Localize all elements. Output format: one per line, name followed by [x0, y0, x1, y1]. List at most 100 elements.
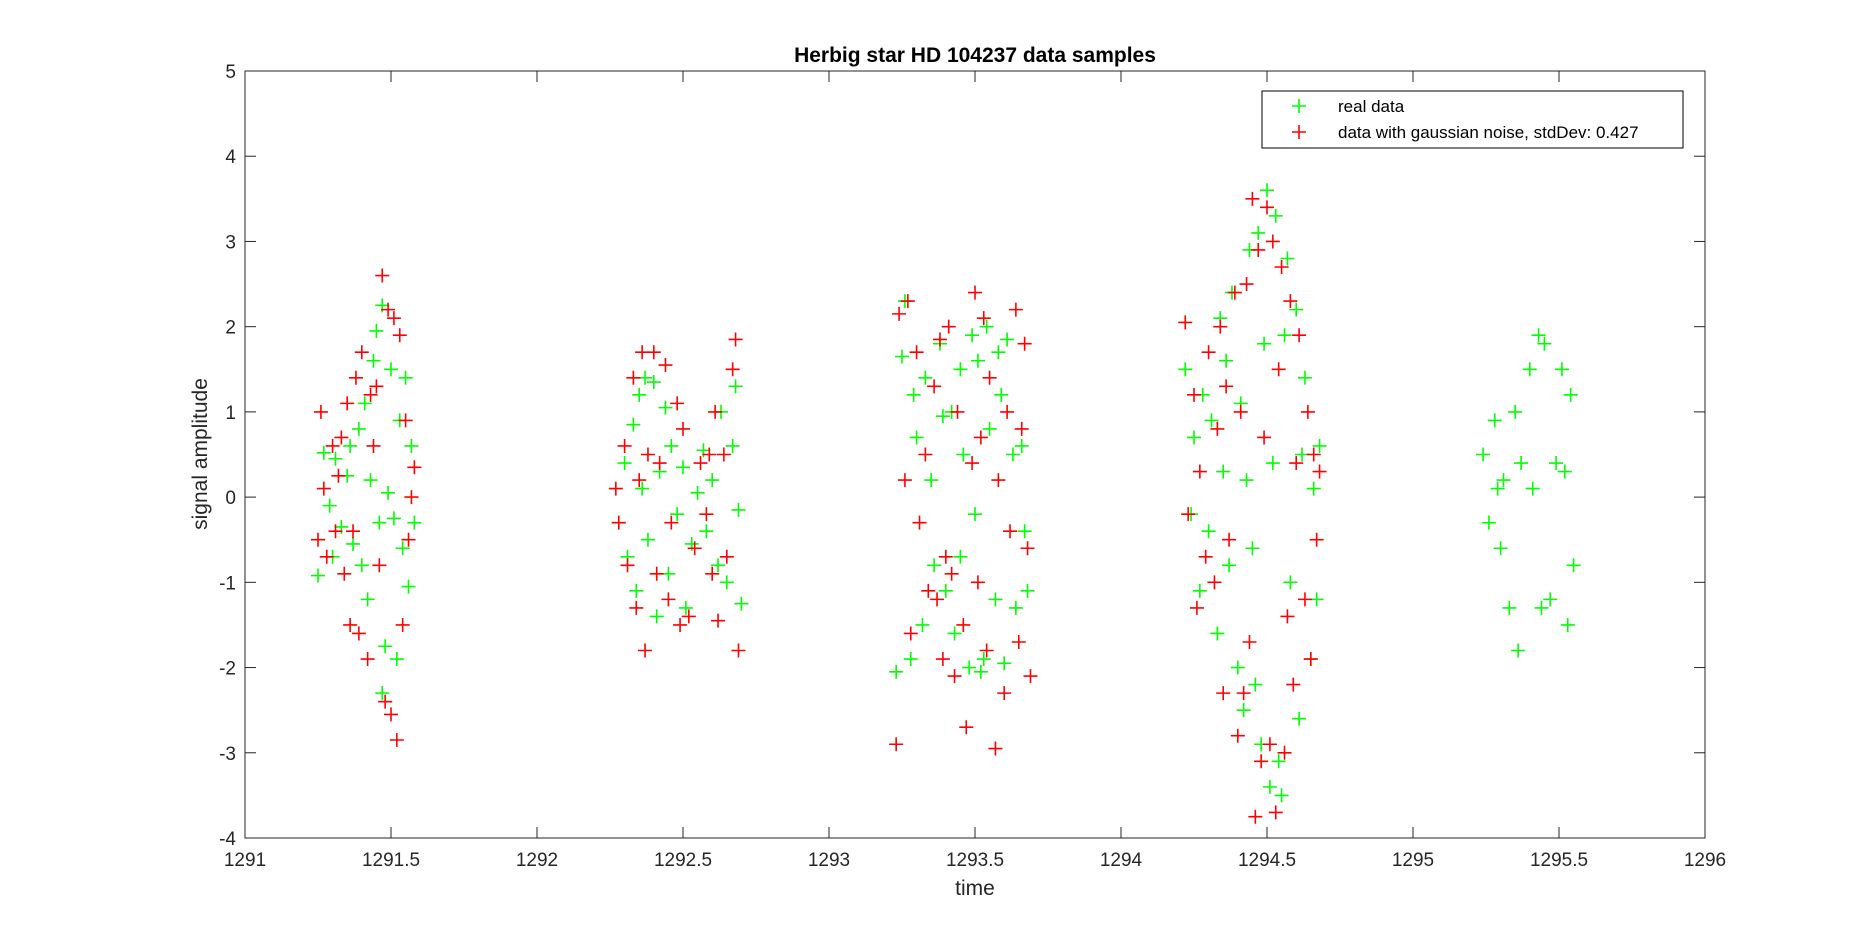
- data-point: [629, 600, 644, 615]
- data-point: [360, 592, 375, 607]
- data-point: [1297, 370, 1312, 385]
- data-point: [1268, 805, 1283, 820]
- data-point: [395, 617, 410, 632]
- data-point: [979, 643, 994, 658]
- data-point: [1216, 686, 1231, 701]
- data-point: [372, 558, 387, 573]
- y-tick-label: -4: [219, 829, 236, 850]
- data-point: [1014, 438, 1029, 453]
- data-point: [313, 404, 328, 419]
- data-point: [1303, 652, 1318, 667]
- data-point: [1189, 600, 1204, 615]
- chart-title: Herbig star HD 104237 data samples: [794, 44, 1156, 67]
- data-point: [1192, 583, 1207, 598]
- data-point: [661, 592, 676, 607]
- data-point: [938, 549, 953, 564]
- data-point: [924, 473, 939, 488]
- data-point: [1213, 319, 1228, 334]
- data-point: [343, 617, 358, 632]
- plot-area: [245, 71, 1705, 838]
- data-point: [1236, 703, 1251, 718]
- data-point: [953, 549, 968, 564]
- data-point: [348, 370, 363, 385]
- data-point: [702, 447, 717, 462]
- data-point: [1292, 328, 1307, 343]
- data-point: [398, 370, 413, 385]
- data-point: [1192, 464, 1207, 479]
- data-point: [649, 609, 664, 624]
- data-point: [725, 438, 740, 453]
- data-point: [968, 507, 982, 522]
- data-point: [1201, 524, 1216, 539]
- data-point: [728, 379, 743, 394]
- data-point: [1295, 447, 1310, 462]
- data-point: [1268, 208, 1283, 223]
- data-point: [398, 413, 413, 428]
- data-point: [1233, 404, 1248, 419]
- data-point: [1476, 447, 1491, 462]
- data-point: [1257, 336, 1272, 351]
- data-point: [734, 596, 749, 611]
- data-point: [982, 370, 997, 385]
- data-point: [935, 409, 950, 424]
- data-point: [328, 451, 343, 466]
- data-point: [889, 737, 904, 752]
- data-point: [629, 583, 644, 598]
- data-point: [626, 417, 641, 432]
- data-point: [316, 445, 331, 460]
- data-point: [731, 502, 746, 517]
- data-point: [903, 626, 918, 641]
- data-point: [381, 485, 396, 500]
- data-point: [932, 332, 947, 347]
- data-point: [354, 345, 369, 360]
- data-point: [673, 617, 688, 632]
- data-point: [909, 430, 924, 445]
- data-point: [988, 592, 1003, 607]
- data-point: [366, 438, 381, 453]
- x-tick-label: 1295: [1392, 850, 1434, 871]
- data-point: [407, 460, 422, 475]
- data-point: [699, 524, 714, 539]
- data-point: [1020, 541, 1035, 556]
- data-point: [725, 362, 740, 377]
- data-point: [617, 438, 632, 453]
- data-point: [322, 498, 337, 513]
- data-point: [1312, 464, 1327, 479]
- x-tick-label: 1291: [224, 850, 266, 871]
- data-point: [1260, 183, 1274, 198]
- data-point: [638, 370, 653, 385]
- data-point: [1283, 575, 1298, 590]
- legend-marker: [1292, 125, 1306, 139]
- data-point: [994, 387, 1009, 402]
- data-point: [941, 319, 956, 334]
- data-point: [973, 664, 988, 679]
- data-point: [1245, 191, 1260, 206]
- data-point: [407, 515, 422, 530]
- data-point: [404, 438, 419, 453]
- data-point: [1187, 387, 1201, 402]
- data-point: [1230, 728, 1245, 743]
- x-tick-label: 1294: [1100, 850, 1143, 871]
- data-point: [632, 387, 647, 402]
- data-point: [1289, 456, 1304, 471]
- data-point: [1531, 328, 1546, 343]
- data-point: [646, 345, 661, 360]
- x-tick-label: 1293: [808, 850, 850, 871]
- data-point: [705, 566, 720, 581]
- data-point: [918, 370, 933, 385]
- data-point: [1181, 507, 1196, 522]
- data-point: [947, 626, 962, 641]
- x-tick-label: 1295.5: [1530, 850, 1588, 871]
- data-point: [1014, 421, 1029, 436]
- data-point: [1251, 225, 1266, 240]
- data-point: [401, 532, 416, 547]
- data-point: [909, 345, 924, 360]
- data-point: [965, 328, 980, 343]
- data-point: [404, 490, 419, 505]
- data-point: [979, 319, 994, 334]
- y-tick-label: 4: [225, 147, 236, 168]
- data-point: [1502, 600, 1517, 615]
- data-point: [384, 707, 398, 722]
- data-point: [331, 468, 346, 483]
